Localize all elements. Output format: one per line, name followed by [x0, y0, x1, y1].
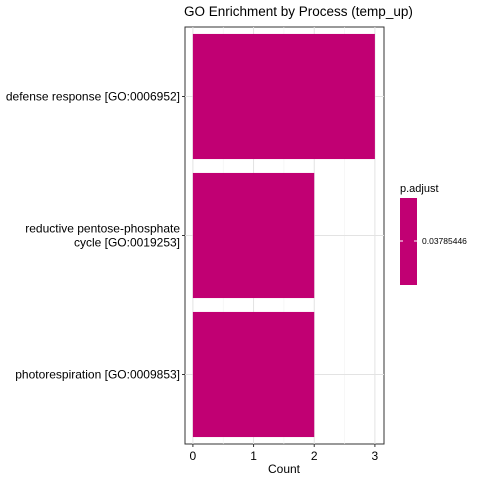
bar [192, 172, 315, 299]
chart-title: GO Enrichment by Process (temp_up) [184, 4, 413, 19]
y-tick-label: cycle [GO:0019253] [74, 236, 180, 250]
y-tick-label: reductive pentose-phosphate [25, 222, 180, 236]
y-axis-ticks: defense response [GO:0006952] reductive p… [6, 90, 185, 382]
legend-tick-label: 0.03785446 [422, 236, 467, 246]
bars [192, 33, 375, 438]
x-tick-label: 1 [250, 449, 257, 463]
legend: p.adjust 0.03785446 [400, 183, 467, 285]
bar [192, 33, 375, 160]
x-tick-label: 2 [311, 449, 318, 463]
y-tick-label: defense response [GO:0006952] [6, 90, 180, 104]
x-tick-label: 3 [372, 449, 379, 463]
y-tick-label: photorespiration [GO:0009853] [15, 368, 180, 382]
bar [192, 311, 315, 438]
legend-title: p.adjust [400, 183, 439, 195]
x-axis-ticks: 0 1 2 3 [190, 444, 379, 463]
x-tick-label: 0 [190, 449, 197, 463]
legend-color-bar [400, 198, 417, 285]
x-axis-label: Count [268, 462, 301, 476]
